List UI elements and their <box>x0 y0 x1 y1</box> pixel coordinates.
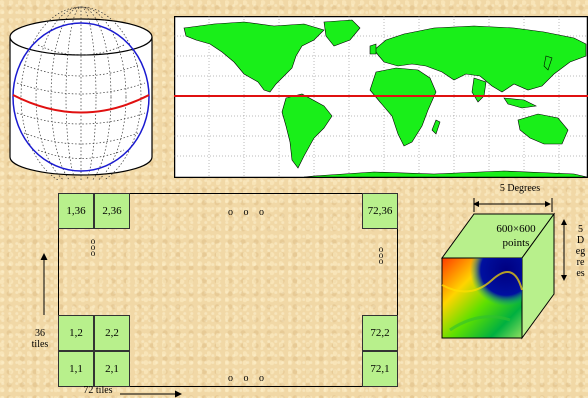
british-isles <box>369 43 377 55</box>
tile-1-1: 1,1 <box>58 351 94 387</box>
ellipsis-top: o o o <box>228 207 268 218</box>
eurasia <box>373 25 587 93</box>
north-america <box>183 21 325 93</box>
japan <box>543 55 553 71</box>
tile-2-2: 2,2 <box>94 315 130 351</box>
south-america <box>281 93 333 169</box>
globe-meridian-outline <box>12 22 150 172</box>
indonesia <box>503 97 537 109</box>
tile-1-36: 1,36 <box>58 193 94 229</box>
globe-equator <box>12 94 150 114</box>
ellipsis-left: o o o <box>90 236 96 258</box>
width-label: 5 Degrees <box>499 183 541 194</box>
ellipsis-right: o o o <box>378 244 384 266</box>
cylinder-projection-diagram <box>9 6 153 180</box>
height-label: 5 D eg re es <box>575 224 586 279</box>
greenland <box>323 19 361 47</box>
globe-graticule <box>16 6 146 180</box>
cols-label: 72 tiles <box>83 385 113 396</box>
rows-label: 36 tiles <box>31 328 49 350</box>
tile-detail-diagram <box>441 198 567 340</box>
tile-1-2: 1,2 <box>58 315 94 351</box>
tile-2-36: 2,36 <box>94 193 130 229</box>
tile-72-2: 72,2 <box>362 315 398 351</box>
tile-72-36: 72,36 <box>362 193 398 229</box>
antarctica <box>303 170 588 178</box>
tile-72-1: 72,1 <box>362 351 398 387</box>
points-label: 600×600 points <box>496 223 536 249</box>
madagascar <box>431 119 441 135</box>
tile-2-1: 2,1 <box>94 351 130 387</box>
ellipsis-bottom: o o o <box>228 373 268 384</box>
australia <box>517 113 569 145</box>
africa <box>369 67 437 147</box>
world-map <box>174 16 588 178</box>
continents <box>183 19 588 178</box>
tile-grid-frame <box>58 193 398 387</box>
